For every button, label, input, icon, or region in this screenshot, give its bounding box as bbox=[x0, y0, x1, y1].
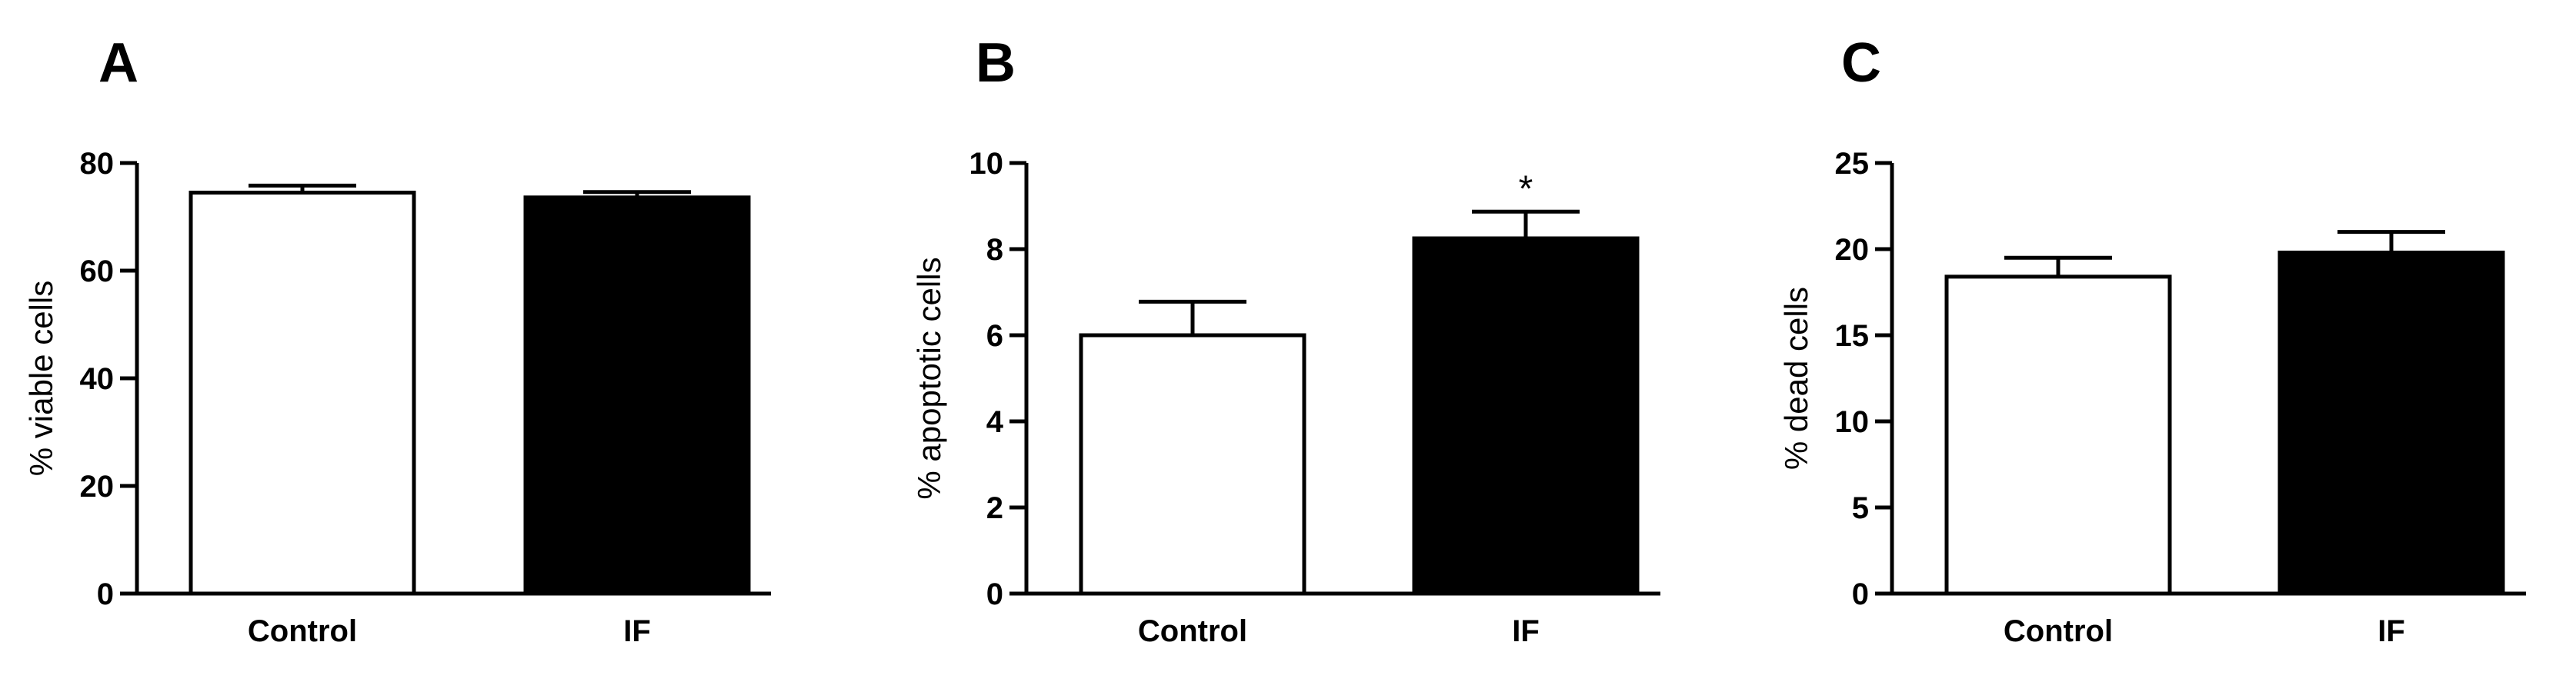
bar-control bbox=[1079, 333, 1306, 596]
y-tick-label: 0 bbox=[97, 577, 114, 611]
y-tick-label: 80 bbox=[80, 147, 115, 181]
y-axis-title: % viable cells bbox=[23, 281, 59, 476]
x-tick-label: Control bbox=[1138, 614, 1247, 648]
bar-if bbox=[1412, 236, 1640, 596]
panel-letter: B bbox=[976, 32, 1016, 94]
y-tick-label: 40 bbox=[80, 362, 115, 396]
y-axis-title: % dead cells bbox=[1778, 287, 1814, 470]
y-axis-title: % apoptotic cells bbox=[911, 257, 947, 499]
y-tick-label: 0 bbox=[986, 577, 1003, 611]
panel-letter: A bbox=[98, 32, 138, 94]
panel-a: A % viable cells Control IF 0 20 40 60 80 bbox=[23, 32, 771, 648]
panel-c: C % dead cells Control IF 0 5 10 15 20 25 bbox=[1778, 32, 2526, 648]
bar-if bbox=[523, 195, 751, 596]
y-tick-label: 25 bbox=[1835, 147, 1870, 181]
bar-control bbox=[1944, 274, 2172, 596]
bar-if bbox=[2277, 250, 2505, 596]
y-tick-label: 20 bbox=[1835, 233, 1870, 267]
x-tick-label: IF bbox=[2377, 614, 2405, 648]
x-tick-label: IF bbox=[623, 614, 651, 648]
significance-marker: * bbox=[1519, 168, 1533, 209]
y-tick-label: 20 bbox=[80, 470, 115, 504]
y-tick-label: 8 bbox=[986, 233, 1003, 267]
y-tick-label: 10 bbox=[969, 147, 1004, 181]
bar-control bbox=[189, 191, 416, 596]
panel-letter: C bbox=[1841, 32, 1881, 94]
x-tick-label: IF bbox=[1512, 614, 1540, 648]
y-tick-label: 10 bbox=[1835, 405, 1870, 439]
y-tick-label: 6 bbox=[986, 319, 1003, 353]
y-tick-label: 4 bbox=[986, 405, 1004, 439]
y-tick-label: 15 bbox=[1835, 319, 1870, 353]
panel-b: B % apoptotic cells Control * IF 0 2 4 6 8 10 bbox=[911, 32, 1660, 648]
y-tick-label: 60 bbox=[80, 255, 115, 288]
x-tick-label: Control bbox=[248, 614, 357, 648]
y-tick-label: 5 bbox=[1852, 491, 1869, 525]
y-tick-label: 2 bbox=[986, 491, 1003, 525]
x-tick-label: Control bbox=[2004, 614, 2113, 648]
y-tick-label: 0 bbox=[1852, 577, 1869, 611]
